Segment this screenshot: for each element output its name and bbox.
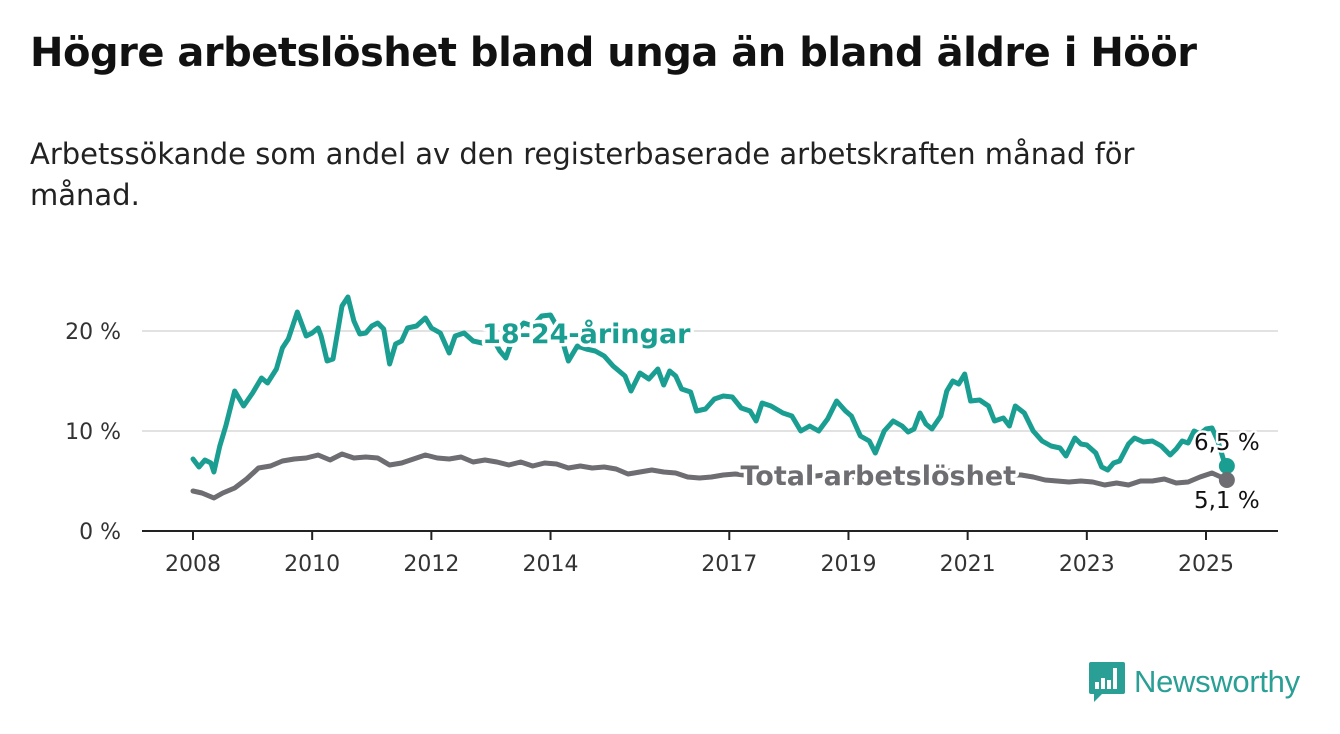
x-tick-label: 2008 (165, 552, 221, 577)
grid-lines (142, 330, 1278, 532)
x-tick-label: 2010 (284, 552, 340, 577)
brand-name: Newsworthy (1134, 664, 1300, 699)
end-value-label: 5,1 % (1194, 488, 1260, 514)
end-value-label: 6,5 % (1194, 430, 1260, 456)
x-tick-label: 2017 (701, 552, 757, 577)
brand-logo[interactable]: Newsworthy (1088, 660, 1300, 704)
chart-subtitle: Arbetssökande som andel av den registerb… (30, 137, 1135, 212)
series-label: 18-24-åringar (482, 318, 691, 350)
series-labels: 18-24-åringar Total arbetslöshet 6,5 % 5,1 … (479, 315, 1263, 517)
end-point (1218, 472, 1235, 488)
chart-bars-icon (1089, 662, 1125, 702)
x-axis-ticks: 2008 2010 2012 2014 2017 2019 2021 2023 2025 (165, 531, 1234, 577)
series-line-youth (190, 294, 1230, 475)
series-lines (190, 294, 1230, 501)
x-tick-label: 2025 (1178, 552, 1234, 577)
y-tick-label: 20 % (65, 320, 121, 345)
x-tick-label: 2019 (820, 552, 876, 577)
series-line-total (190, 451, 1230, 501)
x-tick-label: 2021 (940, 552, 996, 577)
x-tick-label: 2014 (523, 552, 579, 577)
x-tick-label: 2023 (1059, 552, 1115, 577)
chart-title: Högre arbetslöshet bland unga än bland ä… (30, 30, 1197, 76)
y-tick-label: 10 % (65, 420, 121, 445)
x-tick-label: 2012 (403, 552, 459, 577)
series-label: Total arbetslöshet (740, 461, 1016, 492)
y-tick-label: 0 % (79, 520, 121, 545)
y-axis-ticks: 0 % 10 % 20 % (65, 320, 121, 545)
end-point (1218, 458, 1235, 474)
